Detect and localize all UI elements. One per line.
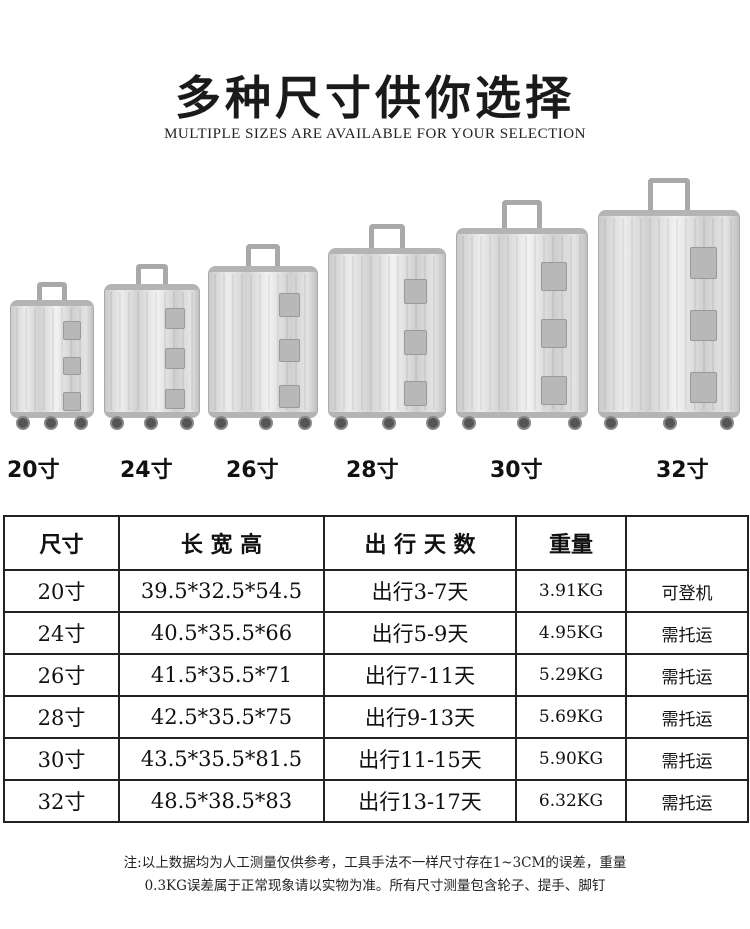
spec-table: 尺寸 长 宽 高 出 行 天 数 重量 20寸 39.5*32.5*54.5 出…: [3, 515, 749, 823]
footnote: 注:以上数据均为人工测量仅供参考，工具手法不一样尺寸存在1~3CM的误差，重量 …: [0, 852, 750, 898]
cell-size: 30寸: [3, 737, 120, 781]
cell-size: 32寸: [3, 779, 120, 823]
table-row: 28寸 42.5*35.5*75 出行9-13天 5.69KG 需托运: [3, 695, 749, 739]
suitcase-26-image: [208, 244, 318, 430]
cell-weight: 5.29KG: [515, 653, 627, 697]
page-subtitle: MULTIPLE SIZES ARE AVAILABLE FOR YOUR SE…: [164, 126, 586, 142]
suitcase-32-image: [598, 178, 740, 430]
header-size: 尺寸: [3, 515, 120, 571]
cell-dimensions: 48.5*38.5*83: [118, 779, 325, 823]
size-label-20: 20寸: [7, 458, 60, 483]
cell-boarding: 需托运: [625, 737, 749, 781]
cell-weight: 5.90KG: [515, 737, 627, 781]
suitcase-handle: [648, 178, 690, 219]
suitcase-handle: [502, 200, 542, 237]
suitcase-shell: [104, 284, 200, 418]
cell-boarding: 需托运: [625, 611, 749, 655]
header-dimensions: 长 宽 高: [118, 515, 325, 571]
cell-boarding: 需托运: [625, 695, 749, 739]
footnote-line-1: 注:以上数据均为人工测量仅供参考，工具手法不一样尺寸存在1~3CM的误差，重量: [123, 855, 627, 871]
size-label-28: 28寸: [346, 458, 399, 483]
table-row: 24寸 40.5*35.5*66 出行5-9天 4.95KG 需托运: [3, 611, 749, 655]
suitcase-handle: [369, 224, 405, 257]
cell-travel-days: 出行7-11天: [323, 653, 517, 697]
cell-travel-days: 出行3-7天: [323, 569, 517, 613]
cell-size: 28寸: [3, 695, 120, 739]
suitcase-shell: [208, 266, 318, 418]
cell-boarding: 需托运: [625, 779, 749, 823]
cell-boarding: 可登机: [625, 569, 749, 613]
cell-travel-days: 出行11-15天: [323, 737, 517, 781]
footnote-line-2: 0.3KG误差属于正常现象请以实物为准。所有尺寸测量包含轮子、提手、脚钉: [144, 878, 606, 894]
table-row: 26寸 41.5*35.5*71 出行7-11天 5.29KG 需托运: [3, 653, 749, 697]
cell-boarding: 需托运: [625, 653, 749, 697]
suitcase-30-image: [456, 200, 588, 430]
size-label-24: 24寸: [120, 458, 173, 483]
cell-dimensions: 39.5*32.5*54.5: [118, 569, 325, 613]
cell-dimensions: 42.5*35.5*75: [118, 695, 325, 739]
cell-size: 24寸: [3, 611, 120, 655]
cell-travel-days: 出行13-17天: [323, 779, 517, 823]
cell-travel-days: 出行9-13天: [323, 695, 517, 739]
cell-size: 26寸: [3, 653, 120, 697]
cell-weight: 6.32KG: [515, 779, 627, 823]
table-row: 30寸 43.5*35.5*81.5 出行11-15天 5.90KG 需托运: [3, 737, 749, 781]
cell-weight: 3.91KG: [515, 569, 627, 613]
header-weight: 重量: [515, 515, 627, 571]
suitcase-24-image: [104, 264, 200, 430]
table-row: 32寸 48.5*38.5*83 出行13-17天 6.32KG 需托运: [3, 779, 749, 823]
size-label-32: 32寸: [656, 458, 709, 483]
cell-dimensions: 41.5*35.5*71: [118, 653, 325, 697]
cell-weight: 5.69KG: [515, 695, 627, 739]
size-label-30: 30寸: [490, 458, 543, 483]
suitcase-handle: [136, 264, 168, 293]
suitcase-20-image: [10, 282, 94, 430]
suitcase-handle: [246, 244, 280, 275]
suitcase-shell: [10, 300, 94, 418]
cell-travel-days: 出行5-9天: [323, 611, 517, 655]
suitcase-shell: [328, 248, 446, 418]
header-travel-days: 出 行 天 数: [323, 515, 517, 571]
suitcase-shell: [456, 228, 588, 418]
cell-dimensions: 40.5*35.5*66: [118, 611, 325, 655]
cell-weight: 4.95KG: [515, 611, 627, 655]
suitcase-28-image: [328, 224, 446, 430]
suitcase-shell: [598, 210, 740, 418]
cell-size: 20寸: [3, 569, 120, 613]
suitcase-lineup: [0, 170, 750, 440]
table-row: 20寸 39.5*32.5*54.5 出行3-7天 3.91KG 可登机: [3, 569, 749, 613]
table-header-row: 尺寸 长 宽 高 出 行 天 数 重量: [3, 515, 749, 571]
header-boarding: [625, 515, 749, 571]
suitcase-handle: [37, 282, 67, 309]
page-title: 多种尺寸供你选择: [175, 71, 575, 125]
size-label-26: 26寸: [226, 458, 279, 483]
cell-dimensions: 43.5*35.5*81.5: [118, 737, 325, 781]
